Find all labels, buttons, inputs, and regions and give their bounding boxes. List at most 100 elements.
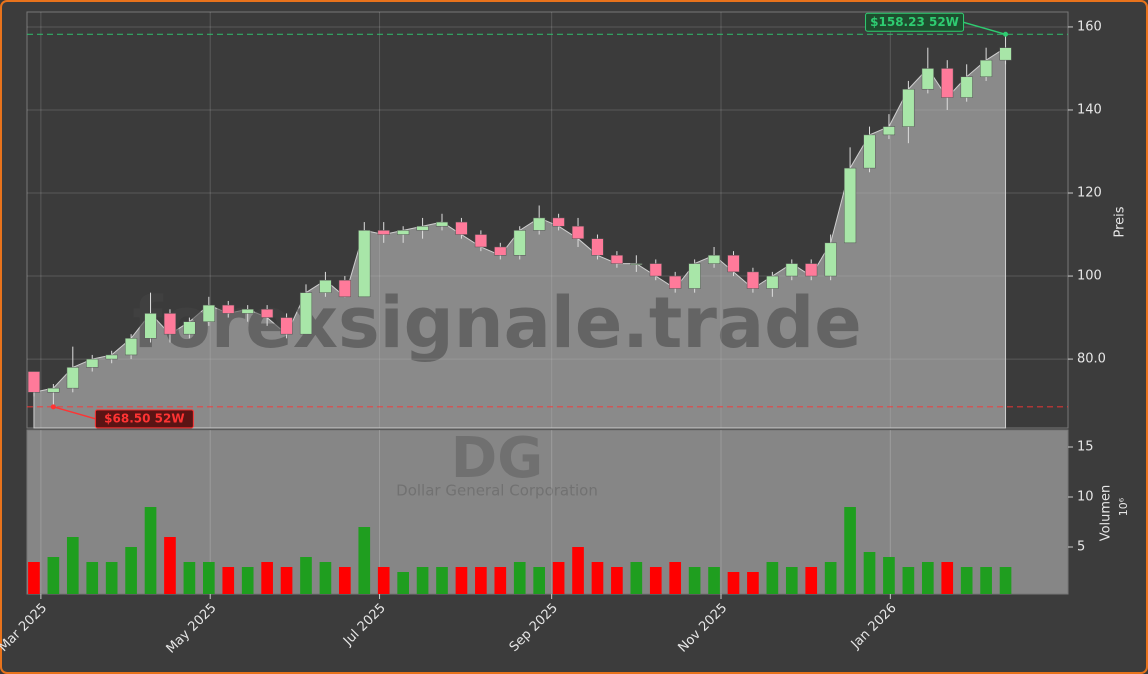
- volume-bar: [572, 547, 584, 594]
- volume-bar: [747, 572, 759, 594]
- annotation-box: [865, 12, 965, 32]
- candle-body: [494, 246, 507, 256]
- volume-axis-label: Volumen: [1099, 485, 1114, 542]
- volume-bar: [611, 567, 623, 594]
- volume-bar: [902, 567, 915, 594]
- candle-body: [882, 126, 896, 136]
- candle-body: [474, 234, 487, 248]
- candle-body: [960, 76, 973, 98]
- candle-body: [766, 275, 779, 289]
- volume-bar: [261, 562, 273, 594]
- volume-bar: [397, 572, 409, 594]
- volume-bar: [86, 562, 99, 594]
- candle-body: [669, 275, 682, 289]
- candle-body: [591, 238, 604, 256]
- candle-body: [980, 59, 993, 78]
- candle-body: [86, 358, 99, 368]
- candle-body: [261, 309, 274, 318]
- annotation-point: [1003, 31, 1009, 37]
- y-tick-label: 120: [1077, 186, 1102, 201]
- volume-bar: [358, 527, 371, 594]
- candle-body: [921, 68, 934, 90]
- volume-bar: [241, 567, 254, 594]
- candle-body: [552, 217, 565, 227]
- candle-body: [571, 225, 585, 239]
- volume-bar: [921, 562, 934, 594]
- annotation-point: [50, 404, 56, 410]
- volume-bar: [144, 507, 157, 594]
- annotation-arrow: [53, 406, 96, 420]
- y-axis-label: Preis: [1113, 206, 1128, 237]
- candle-body: [222, 304, 235, 314]
- volume-bar: [669, 562, 682, 594]
- candle-body: [163, 313, 177, 335]
- candle-body: [66, 367, 79, 389]
- candle-body: [183, 321, 196, 335]
- volume-bar: [280, 567, 293, 594]
- volume-bar: [552, 562, 565, 594]
- volume-bar: [960, 567, 973, 594]
- volume-y-tick-label: 10: [1077, 490, 1094, 505]
- volume-bar: [28, 562, 40, 594]
- volume-bar: [883, 557, 895, 594]
- volume-bar: [339, 567, 351, 594]
- candle-body: [241, 309, 254, 314]
- volume-bar: [844, 507, 856, 594]
- volume-bar: [377, 567, 390, 594]
- candle-body: [533, 217, 546, 231]
- candle-body: [105, 354, 118, 360]
- volume-bar: [824, 562, 837, 594]
- volume-bar: [805, 567, 818, 594]
- annotation-arrow: [963, 21, 1006, 36]
- volume-bar: [455, 567, 468, 594]
- annotation-label: $68.50 52W: [104, 411, 184, 425]
- candle-body: [999, 47, 1012, 61]
- volume-bar: [475, 567, 487, 594]
- volume-bar: [766, 562, 779, 594]
- volume-bar: [785, 567, 798, 594]
- candle-body: [144, 313, 157, 339]
- candle-body: [319, 279, 332, 293]
- y-tick-label: 80.0: [1077, 352, 1106, 367]
- candle-body: [280, 317, 293, 335]
- volume-bar: [183, 562, 196, 594]
- candle-body: [785, 263, 798, 277]
- candle-body: [863, 134, 876, 169]
- volume-bar: [941, 562, 954, 594]
- annotation-label: $158.23 52W: [870, 15, 959, 29]
- volume-bar: [591, 562, 604, 594]
- candle-body: [358, 230, 371, 298]
- candle-body: [805, 263, 818, 277]
- volume-bar: [222, 567, 235, 594]
- volume-bar: [105, 562, 118, 594]
- volume-bar: [164, 537, 176, 594]
- volume-bar: [300, 557, 312, 594]
- candle-body: [377, 230, 390, 235]
- candle-body: [47, 387, 60, 393]
- volume-y-tick-label: 5: [1077, 540, 1085, 555]
- volume-bar: [319, 562, 332, 594]
- annotation-box: [94, 409, 194, 429]
- candle-body: [630, 263, 643, 265]
- candle-body: [844, 167, 857, 244]
- candle-body: [610, 255, 623, 264]
- watermark-group: forexsignale.trade DG Dollar General Cor…: [132, 282, 861, 499]
- candle-body: [727, 255, 740, 273]
- candle-body: [941, 68, 954, 98]
- y-tick-label: 140: [1077, 102, 1102, 117]
- volume-bar: [494, 567, 507, 594]
- candle-body: [125, 338, 138, 356]
- volume-bar: [863, 552, 876, 594]
- volume-bar: [630, 562, 643, 594]
- candle-body: [707, 255, 721, 264]
- candle-body: [513, 230, 526, 256]
- volume-bar: [999, 567, 1012, 594]
- volume-bar: [47, 557, 60, 594]
- candle-body: [455, 221, 468, 235]
- volume-bar: [708, 567, 720, 594]
- volume-bar: [688, 567, 701, 594]
- candle-body: [299, 292, 313, 335]
- volume-bar: [66, 537, 79, 594]
